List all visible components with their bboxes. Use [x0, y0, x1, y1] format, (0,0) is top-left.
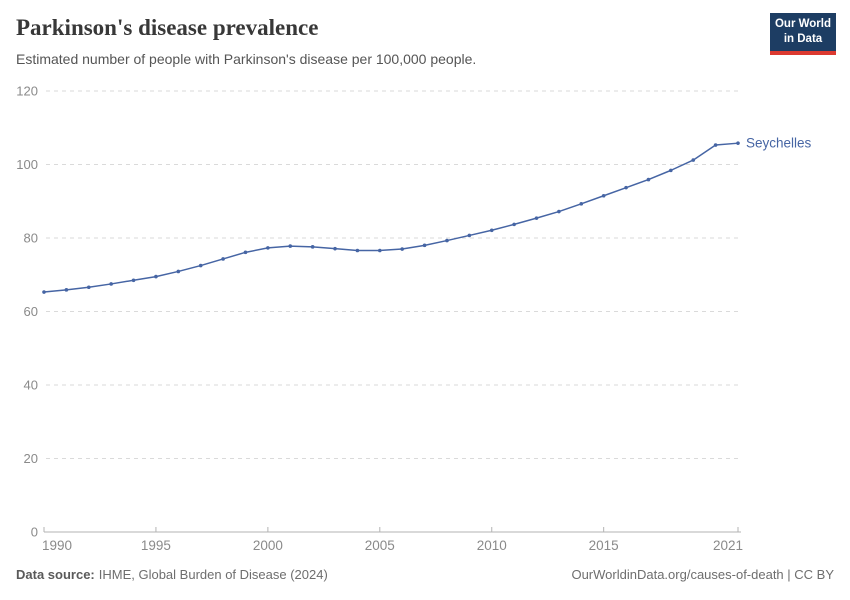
data-point[interactable] [624, 185, 628, 190]
owid-logo-line1: Our World [774, 18, 831, 30]
data-point[interactable] [713, 143, 718, 147]
data-point[interactable] [131, 278, 136, 283]
data-point[interactable] [176, 269, 181, 274]
data-point[interactable] [445, 238, 449, 243]
data-point[interactable] [109, 282, 113, 286]
y-axis-tick-label: 120 [16, 84, 38, 99]
data-point[interactable] [333, 246, 337, 251]
data-point[interactable] [736, 141, 740, 145]
series-label-seychelles[interactable]: Seychelles [746, 136, 812, 151]
data-point[interactable] [534, 216, 539, 220]
data-point[interactable] [378, 248, 382, 253]
chart-footer: Data source: IHME, Global Burden of Disea… [16, 567, 834, 583]
x-axis-tick-label: 2005 [365, 538, 395, 553]
data-point[interactable] [557, 209, 561, 214]
chart-subtitle: Estimated number of people with Parkinso… [16, 50, 477, 67]
data-point[interactable] [86, 285, 91, 290]
y-axis-tick-label: 20 [24, 451, 38, 466]
data-point[interactable] [243, 250, 248, 255]
data-point[interactable] [512, 222, 516, 227]
data-point[interactable] [198, 263, 203, 268]
y-axis-tick-label: 100 [16, 157, 38, 172]
data-point[interactable] [422, 243, 427, 248]
data-point[interactable] [355, 248, 360, 253]
data-point[interactable] [400, 247, 404, 251]
y-axis-tick-label: 60 [24, 304, 38, 319]
data-point[interactable] [154, 274, 158, 279]
data-point[interactable] [64, 288, 69, 292]
series-line-seychelles[interactable] [43, 142, 739, 293]
x-axis-tick-label: 1990 [42, 538, 72, 553]
y-axis-tick-label: 80 [24, 231, 38, 246]
data-point[interactable] [489, 228, 494, 233]
data-point[interactable] [310, 245, 315, 249]
credit-link[interactable]: OurWorldinData.org/causes-of-death | CC … [571, 567, 834, 582]
y-axis-tick-label: 0 [31, 525, 38, 540]
data-point[interactable] [669, 168, 673, 173]
data-point[interactable] [467, 233, 472, 238]
data-point[interactable] [691, 158, 696, 162]
data-point[interactable] [288, 244, 293, 248]
owid-logo-line2: in Data [783, 32, 823, 45]
data-point[interactable] [601, 193, 606, 198]
data-source-note: Data source: IHME, Global Burden of Disea… [16, 567, 328, 583]
data-point[interactable] [221, 257, 225, 261]
x-axis-tick-label: 2015 [589, 538, 619, 553]
x-axis-tick-label: 2000 [253, 538, 283, 553]
chart-header: Parkinson's disease prevalence Estimated… [16, 14, 754, 68]
y-axis-tick-label: 40 [24, 378, 38, 393]
data-point[interactable] [266, 246, 270, 250]
data-source-text: IHME, Global Burden of Disease (2024) [98, 567, 328, 582]
x-axis-tick-label: 2021 [713, 538, 743, 553]
data-point[interactable] [42, 290, 46, 294]
x-axis-tick-label: 1995 [141, 538, 171, 553]
data-point[interactable] [579, 202, 584, 206]
chart-title: Parkinson's disease prevalence [16, 15, 319, 40]
data-point[interactable] [646, 177, 651, 182]
line-chart: 0 20 40 60 80 100 120 1990 1995 2000 2005 2010 2015 2… [16, 84, 812, 554]
owid-logo[interactable]: Our World in Data [770, 13, 836, 55]
data-source-label: Data source: [16, 567, 95, 582]
x-axis-tick-label: 2010 [477, 538, 507, 553]
